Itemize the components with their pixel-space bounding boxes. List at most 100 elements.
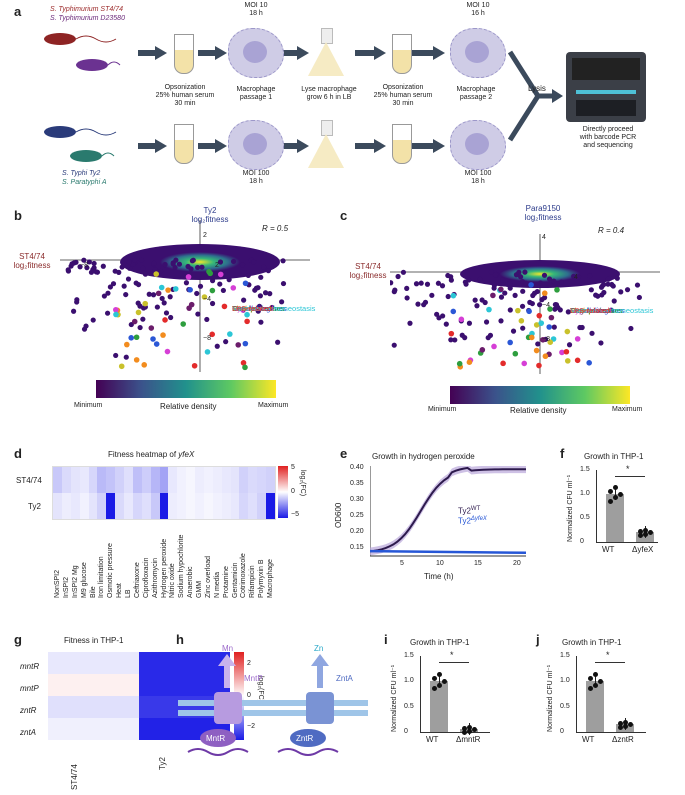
g-cb-tick-2: 2	[247, 660, 251, 667]
scatter-point	[275, 339, 281, 345]
scatter-point-highlight	[450, 292, 457, 299]
scatter-point-highlight	[165, 287, 171, 293]
d-condition-label: M9 glucose	[80, 562, 88, 598]
bar-point	[432, 675, 437, 681]
e-line-chart	[370, 466, 526, 557]
c-y-title: Para9150 log₂fitness	[508, 204, 578, 222]
scatter-point	[598, 340, 604, 346]
g-title: Fitness in THP-1	[64, 636, 124, 645]
scatter-point	[541, 295, 548, 301]
arrowhead-top-3	[297, 46, 309, 60]
i-title: Growth in THP-1	[410, 638, 470, 647]
scatter-point	[262, 290, 269, 296]
scatter-point-highlight	[158, 284, 165, 291]
d-heat-cell	[239, 493, 249, 519]
scatter-point	[209, 278, 216, 284]
d-condition-label: NonSPI2	[54, 569, 61, 598]
scatter-point	[634, 282, 641, 288]
scatter-point	[161, 300, 167, 306]
scatter-point	[608, 307, 614, 313]
scatter-point	[558, 279, 564, 285]
bar-point	[462, 726, 467, 732]
scatter-point-highlight	[148, 325, 155, 331]
bar-y-axis	[596, 470, 597, 542]
scatter-point	[474, 303, 480, 309]
scatter-point-highlight	[155, 290, 162, 297]
arrowhead-top-5	[433, 46, 445, 60]
scatter-point-highlight	[554, 287, 560, 293]
d-cb-label: log₂(FC)	[299, 470, 306, 497]
b-legend-lps: LPS-related	[232, 304, 272, 313]
bar-category: WT	[426, 735, 439, 744]
d-heat-cell	[195, 493, 204, 519]
arrowhead-top-2	[215, 46, 227, 60]
moi-bottom-1-time: 18 h	[249, 178, 263, 185]
d-heat-cell	[221, 493, 231, 519]
e-ytick-4: 0.20	[350, 528, 364, 535]
scatter-point-highlight	[533, 322, 540, 328]
scatter-point	[209, 300, 216, 307]
g-gene-zntr: zntR	[20, 706, 37, 715]
d-condition-label: Anaerobic	[187, 566, 195, 598]
lysis-label: Lysis	[528, 84, 546, 93]
scatter-point-highlight	[533, 347, 540, 354]
panel-h-label: h	[176, 632, 184, 647]
scatter-point	[522, 269, 528, 275]
c-colorbar-mid: Relative density	[510, 406, 567, 415]
scatter-point	[258, 319, 264, 325]
scatter-point-highlight	[574, 336, 581, 342]
scatter-point	[483, 319, 490, 325]
d-condition-label: Zinc overload	[204, 555, 212, 598]
c-x-title-2: log₂fitness	[349, 271, 387, 280]
scatter-point-highlight	[240, 360, 247, 366]
c-tick-y-mid: −4	[542, 302, 550, 309]
scatter-point	[185, 263, 191, 270]
scatter-point	[195, 311, 201, 317]
c-colorbar	[450, 386, 630, 404]
c-legend-virulence: Virulence	[570, 306, 602, 315]
moi-top-1: MOI 10 18 h	[236, 2, 276, 18]
scatter-point	[624, 287, 631, 293]
scatter-point	[407, 320, 413, 326]
d-heat-cell	[132, 467, 142, 493]
d-condition-label: Ciprofloxacin	[142, 557, 150, 598]
c-y-title-1: Para9150	[525, 204, 561, 213]
scatter-point	[137, 324, 143, 331]
scatter-point	[251, 259, 257, 265]
scatter-point	[105, 290, 111, 296]
arrowhead-bot-2	[215, 139, 227, 153]
bar-rect	[430, 681, 448, 732]
d-heat-cell	[88, 467, 98, 493]
bar-rect	[586, 681, 604, 732]
arrowhead-bot-3	[297, 139, 309, 153]
panel-b-label: b	[14, 208, 22, 223]
step-ops1-l3: 30 min	[174, 100, 196, 107]
scatter-point-highlight	[515, 307, 521, 314]
arrowhead-top-1	[155, 46, 167, 60]
scatter-point-highlight	[113, 306, 119, 313]
scatter-point	[258, 274, 264, 280]
e-ytick-3: 0.25	[350, 512, 364, 519]
d-heat-cell	[212, 467, 222, 493]
bar-point	[638, 529, 643, 535]
scatter-point	[392, 287, 398, 293]
scatter-point	[395, 273, 401, 280]
e-ytick-1: 0.35	[350, 480, 364, 487]
scatter-point	[189, 258, 196, 264]
scatter-point	[587, 273, 593, 279]
bar-error	[595, 675, 596, 688]
scatter-point-highlight	[131, 318, 138, 325]
scatter-point-highlight	[135, 309, 142, 316]
scatter-point	[571, 273, 577, 279]
e-xtick-20: 20	[513, 560, 521, 567]
b-x-title-2: log₂fitness	[13, 261, 51, 270]
scatter-point-highlight	[498, 286, 504, 293]
bar-point	[628, 722, 633, 728]
bar-y-tick: 0	[404, 728, 408, 735]
scatter-point	[176, 261, 183, 267]
sig-star: *	[450, 650, 454, 660]
scatter-point-highlight	[546, 324, 553, 330]
scatter-point	[445, 272, 451, 279]
d-heat-cell	[124, 467, 133, 493]
scatter-point	[618, 289, 624, 295]
